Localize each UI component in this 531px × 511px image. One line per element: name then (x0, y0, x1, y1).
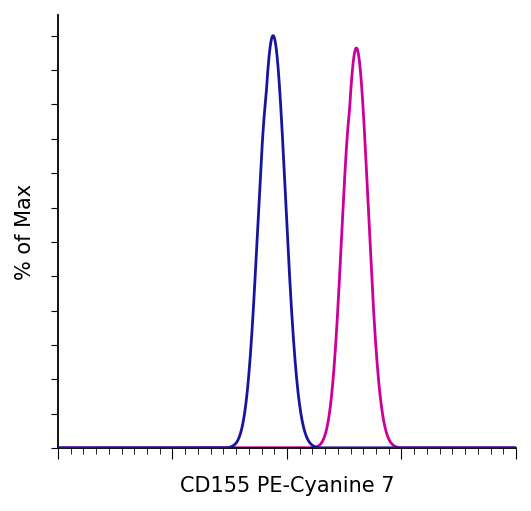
X-axis label: CD155 PE-Cyanine 7: CD155 PE-Cyanine 7 (179, 476, 394, 496)
Y-axis label: % of Max: % of Max (15, 183, 35, 280)
